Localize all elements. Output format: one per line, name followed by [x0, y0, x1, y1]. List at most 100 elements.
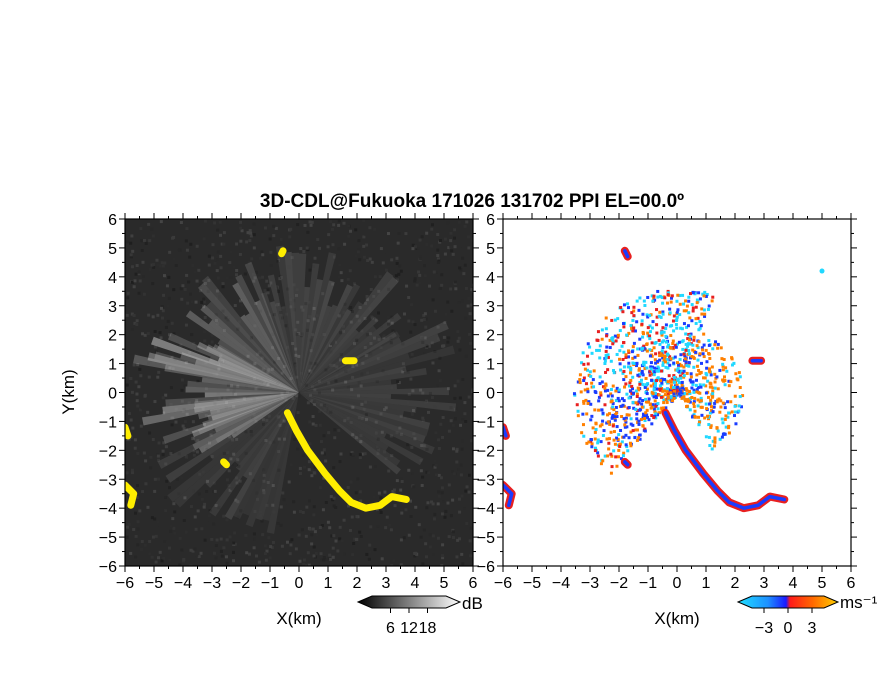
snr-noise-speck	[419, 535, 423, 539]
snr-noise-speck	[261, 367, 265, 371]
velocity-fan-pixel	[692, 405, 696, 409]
snr-noise-speck	[169, 386, 173, 390]
snr-noise-speck	[318, 246, 322, 250]
snr-noise-speck	[399, 488, 403, 492]
snr-noise-speck	[380, 430, 384, 434]
velocity-fan-pixel	[614, 405, 618, 409]
velocity-colorbar: −3 0 3 ms⁻¹	[736, 593, 878, 637]
snr-noise-speck	[434, 270, 438, 274]
velocity-fan-pixel	[710, 395, 714, 399]
snr-noise-speck	[452, 236, 456, 240]
velocity-fan-pixel	[626, 365, 630, 369]
snr-noise-speck	[470, 439, 473, 443]
snr-noise-speck	[279, 276, 283, 280]
velocity-fan-pixel	[697, 291, 701, 295]
snr-noise-speck	[148, 552, 152, 556]
snr-fan-ray	[245, 313, 299, 393]
velocity-fan-pixel	[719, 399, 723, 403]
snr-noise-speck	[285, 540, 289, 544]
velocity-fan-pixel	[598, 424, 602, 428]
snr-noise-speck	[225, 518, 229, 522]
snr-x-tick-label: 2	[353, 575, 362, 592]
velocity-fan-pixel	[704, 402, 708, 406]
velocity-fan-pixel	[715, 375, 719, 379]
velocity-fan-pixel	[705, 373, 709, 377]
snr-noise-speck	[158, 331, 162, 335]
velocity-fan-pixel	[643, 385, 647, 389]
snr-noise-speck	[376, 437, 380, 441]
snr-fan-ray	[165, 392, 299, 483]
snr-noise-speck	[335, 375, 339, 379]
velocity-fan-pixel	[670, 388, 674, 392]
snr-noise-speck	[164, 445, 168, 449]
velocity-fan-pixel	[668, 388, 672, 392]
velocity-fan-pixel	[691, 382, 695, 386]
velocity-fan-pixel	[693, 396, 697, 400]
velocity-fan-pixel	[713, 343, 717, 347]
snr-noise-speck	[379, 412, 383, 416]
snr-noise-speck	[460, 439, 464, 443]
snr-noise-speck	[135, 496, 139, 500]
velocity-fan-pixel	[607, 441, 611, 445]
snr-noise-speck	[170, 423, 174, 427]
snr-fan-ray	[299, 316, 379, 393]
velocity-fan-pixel	[585, 354, 589, 358]
snr-noise-speck	[375, 445, 379, 449]
snr-noise-speck	[253, 362, 257, 366]
snr-noise-speck	[457, 301, 461, 305]
snr-noise-speck	[205, 479, 209, 483]
snr-noise-speck	[139, 374, 143, 378]
snr-noise-speck	[196, 509, 200, 513]
velocity-fan-pixel	[672, 314, 676, 318]
snr-noise-speck	[369, 287, 373, 291]
velocity-fan-pixel	[661, 310, 665, 314]
velocity-fan-pixel	[681, 386, 685, 390]
velocity-colorbar-tick-label: 0	[784, 620, 793, 637]
velocity-fan-pixel	[668, 324, 672, 328]
snr-noise-speck	[458, 510, 462, 514]
snr-noise-speck	[355, 363, 359, 367]
snr-noise-speck	[301, 453, 305, 457]
velocity-fan-pixel	[619, 305, 623, 309]
velocity-fan-pixel	[588, 345, 592, 349]
velocity-fan-pixel	[598, 344, 602, 348]
snr-fan-ray	[162, 392, 299, 444]
snr-noise-speck	[327, 431, 331, 435]
snr-noise-speck	[382, 336, 386, 340]
snr-noise-speck	[455, 407, 459, 411]
snr-noise-speck	[197, 268, 201, 272]
velocity-fan-pixel	[643, 419, 647, 423]
snr-noise-speck	[446, 340, 450, 344]
snr-fan-ray	[217, 339, 299, 393]
snr-noise-speck	[392, 488, 396, 492]
velocity-x-tick-label: −6	[494, 575, 512, 592]
velocity-fan-pixel	[607, 437, 611, 441]
snr-noise-speck	[262, 489, 266, 493]
snr-noise-speck	[379, 247, 383, 251]
velocity-fan-pixel	[606, 356, 610, 360]
velocity-fan-pixel	[632, 406, 636, 410]
velocity-fan-pixel	[702, 383, 706, 387]
velocity-fan-pixel	[631, 400, 635, 404]
velocity-fan-pixel	[612, 438, 616, 442]
snr-noise-speck	[259, 514, 263, 518]
snr-noise-speck	[178, 536, 182, 540]
snr-fan-ray	[231, 392, 299, 439]
velocity-fan-pixel	[622, 417, 626, 421]
velocity-fan-pixel	[606, 394, 610, 398]
velocity-fan-pixel	[708, 411, 712, 415]
snr-fan-ray	[299, 305, 332, 393]
snr-noise-speck	[432, 517, 436, 521]
snr-noise-speck	[163, 495, 167, 499]
snr-noise-speck	[320, 451, 324, 455]
snr-noise-speck	[471, 290, 473, 294]
velocity-x-tick-label: −5	[523, 575, 541, 592]
snr-noise-speck	[361, 452, 365, 456]
velocity-fan-pixel	[630, 311, 634, 315]
velocity-fan-pixel	[681, 371, 685, 375]
snr-noise-speck	[293, 362, 297, 366]
snr-noise-speck	[399, 414, 403, 418]
snr-noise-speck	[243, 272, 247, 276]
snr-noise-speck	[383, 505, 387, 509]
snr-noise-speck	[468, 332, 472, 336]
